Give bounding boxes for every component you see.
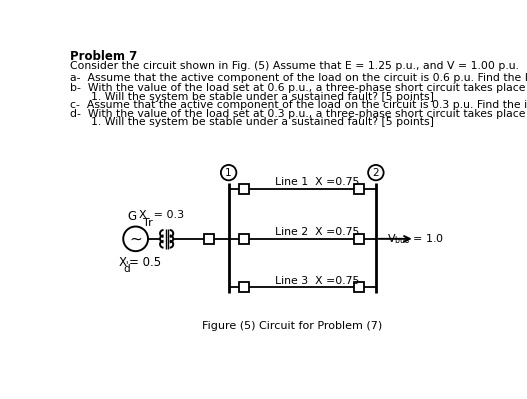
Text: d-  With the value of the load set at 0.3 p.u., a three-phase short circuit take: d- With the value of the load set at 0.3… bbox=[70, 109, 527, 119]
Text: d: d bbox=[123, 264, 130, 274]
Text: ~: ~ bbox=[129, 231, 142, 246]
Text: c-  Assume that the active component of the load on the circuit is 0.3 p.u. Find: c- Assume that the active component of t… bbox=[70, 100, 527, 110]
Text: Tr: Tr bbox=[143, 218, 152, 228]
Text: b-  With the value of the load set at 0.6 p.u., a three-phase short circuit take: b- With the value of the load set at 0.6… bbox=[70, 83, 527, 93]
Text: 1: 1 bbox=[226, 168, 232, 178]
Bar bbox=[354, 184, 364, 194]
Text: X  = 0.3: X = 0.3 bbox=[139, 209, 184, 219]
Text: a-  Assume that the active component of the load on the circuit is 0.6 p.u. Find: a- Assume that the active component of t… bbox=[70, 73, 527, 83]
Text: Consider the circuit shown in Fig. (5) Assume that E = 1.25 p.u., and V = 1.00 p: Consider the circuit shown in Fig. (5) A… bbox=[70, 61, 519, 71]
Text: V$_{\mathregular{bus}}$ = 1.0: V$_{\mathregular{bus}}$ = 1.0 bbox=[387, 233, 444, 247]
Text: 1. Will the system be stable under a sustained fault? [5 points]: 1. Will the system be stable under a sus… bbox=[70, 117, 434, 127]
Text: Line 3  X =0.75: Line 3 X =0.75 bbox=[275, 276, 359, 286]
Text: Line 2  X =0.75: Line 2 X =0.75 bbox=[275, 227, 359, 237]
Text: G: G bbox=[128, 209, 137, 223]
Text: Figure (5) Circuit for Problem (7): Figure (5) Circuit for Problem (7) bbox=[201, 321, 382, 331]
Text: Problem 7: Problem 7 bbox=[70, 50, 137, 63]
Bar bbox=[239, 282, 249, 292]
Text: X: X bbox=[119, 256, 126, 269]
Bar bbox=[354, 234, 364, 244]
Text: = 0.5: = 0.5 bbox=[130, 256, 162, 269]
Bar bbox=[239, 184, 249, 194]
Text: ': ' bbox=[125, 261, 128, 271]
Bar bbox=[354, 282, 364, 292]
Text: 2: 2 bbox=[373, 168, 379, 178]
Text: Line 1  X =0.75: Line 1 X =0.75 bbox=[275, 177, 359, 187]
Text: 1. Will the system be stable under a sustained fault? [5 points]: 1. Will the system be stable under a sus… bbox=[70, 92, 434, 102]
Bar bbox=[204, 234, 214, 244]
Bar bbox=[239, 234, 249, 244]
